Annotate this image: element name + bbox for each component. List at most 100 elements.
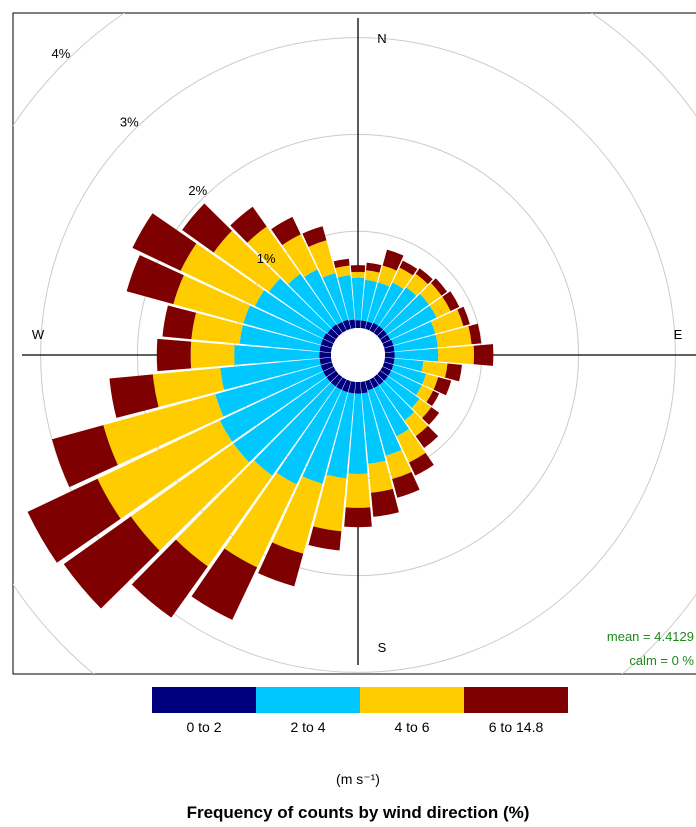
legend-swatch [360,687,464,713]
windrose-wedge [371,488,399,517]
windrose-wedge [348,381,356,394]
windrose-wedge [319,351,332,359]
windrose-wedge [219,371,327,442]
windrose-wedge [382,339,394,348]
windrose-wedge [468,323,482,345]
windrose-wedge [391,364,427,385]
legend-swatch [464,687,568,713]
windrose-wedge [437,345,475,365]
calm-stat: calm = 0 % [629,653,694,668]
windrose-wedge [180,243,265,307]
windrose-wedge [355,320,361,329]
windrose-wedge [435,326,472,348]
windrose-wedge [350,265,366,273]
windrose-wedge [254,290,327,339]
windrose-wedge [320,362,334,372]
windrose-wedge [247,226,301,285]
windrose-wedge [272,476,323,554]
windrose-wedge [152,368,225,407]
windrose-wedge [234,345,320,365]
windrose-wedge [354,381,362,394]
windrose-wedge [130,443,250,551]
windrose-wedge [422,407,440,425]
windrose-wedge [457,306,470,326]
windrose-wedge [406,273,428,296]
windrose-wedge [399,260,418,276]
ring-label: 4% [52,46,71,61]
windrose-wedge [369,322,379,333]
windrose-wedge [366,262,382,273]
windrose-wedge [415,268,433,285]
compass-label-south: S [378,640,387,655]
windrose-wedge [336,377,347,390]
windrose-wedge [173,275,250,324]
windrose-wedge [360,381,368,394]
windrose-wedge [384,345,395,353]
windrose-wedge [384,376,420,408]
ring-label: 3% [120,114,139,129]
windrose-wedge [433,377,452,396]
windrose-wedge [319,357,332,365]
windrose-wedge [254,382,336,476]
windrose-wedge [52,425,118,488]
windrose-wedge [268,278,332,334]
windrose-wedge [392,267,413,289]
windrose-wedge [430,278,448,296]
windrose-wedge [378,287,417,330]
windrose-wedge [409,452,434,476]
windrose-wedge [230,206,267,243]
windrose-wedge [391,321,436,346]
legend-label: 6 to 14.8 [489,719,544,735]
windrose-wedge [302,390,348,484]
windrose-wedge [220,358,321,390]
windrose-wedge [224,472,297,568]
ring-label: 2% [188,183,207,198]
windrose-wedge [175,460,273,567]
windrose-wedge [378,265,397,287]
ring-labels: 1%2%3%4%5% [52,46,277,266]
windrose-wedge [308,240,336,278]
windrose-wedge [383,293,429,335]
windrose-wedge [313,474,347,532]
windrose-wedge [351,277,365,321]
legend-label: 0 to 2 [186,719,221,735]
windrose-wedge [271,216,301,246]
windrose-wedge [380,334,391,344]
windrose-wedge [191,312,243,344]
windrose-wedge [132,213,197,271]
windrose-wedge [421,361,448,378]
windrose-wedge [361,392,386,464]
windrose-wedge [333,258,350,268]
windrose-wedge [368,460,393,493]
windrose-wedge [377,329,388,340]
windrose-wedge [190,341,235,369]
windrose-wedge [373,282,404,326]
windrose-wedge [345,473,371,508]
windrose-wedge [302,226,327,247]
center-hole [331,328,385,382]
windrose-wedge [411,398,432,419]
windrose-wedge [288,273,337,329]
windrose-wedge [156,338,192,372]
windrose-wedge [326,370,339,383]
windrose-wedge [392,471,420,498]
windrose-wedge [109,374,159,418]
windrose-wedge [382,362,394,371]
chart-title: Frequency of counts by wind direction (%… [187,803,530,822]
windrose-bars [27,203,494,620]
windrose-wedge [393,334,438,352]
windrose-wedge [373,374,384,385]
windrose-wedge [97,420,233,519]
windrose-wedge [341,379,351,393]
windrose-wedge [342,319,351,331]
windrose-wedge [243,305,323,345]
legend-label: 4 to 6 [394,719,429,735]
windrose-wedge [304,269,343,325]
windrose-wedge [430,309,464,334]
windrose-wedge [27,478,121,563]
windrose-wedge [360,320,367,329]
windrose-wedge [373,385,410,437]
windrose-wedge [348,393,368,474]
windrose-wedge [319,345,332,353]
